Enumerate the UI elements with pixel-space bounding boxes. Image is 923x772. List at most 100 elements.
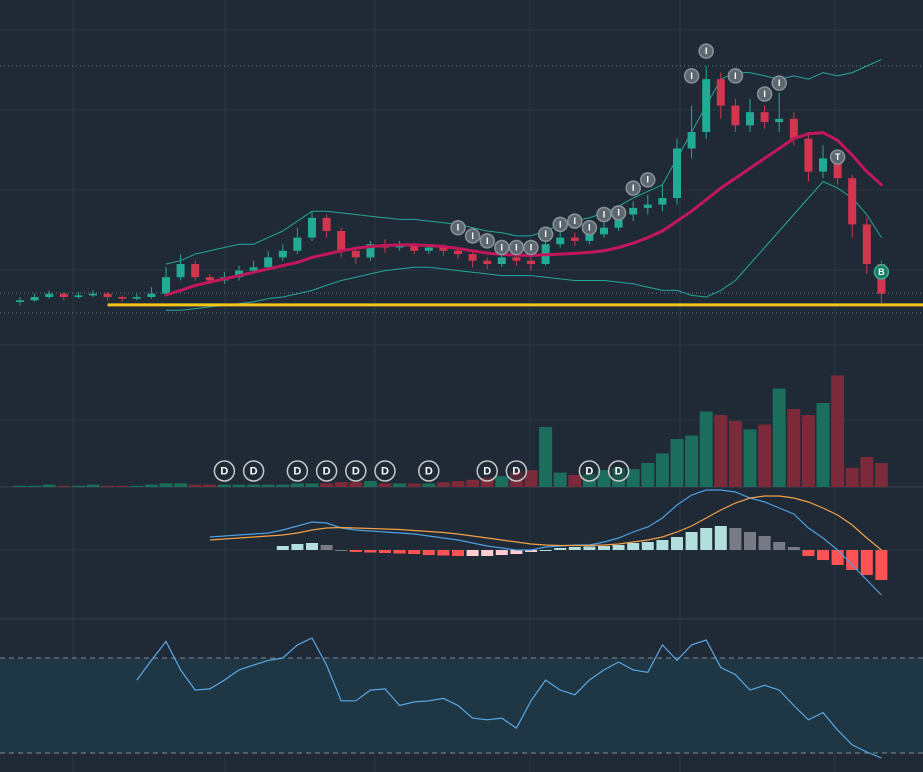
candle-body — [103, 293, 112, 297]
volume-bar — [597, 470, 611, 487]
marker-label: D — [381, 465, 389, 477]
volume-bar — [816, 403, 830, 487]
candle-body — [395, 245, 404, 248]
marker-label: D — [512, 465, 520, 477]
marker-badge — [418, 460, 440, 482]
macd-histogram-bar — [773, 542, 786, 550]
marker-label: I — [544, 229, 547, 239]
candle-body — [366, 244, 375, 258]
volume-bar — [305, 483, 319, 487]
marker-label: I — [471, 231, 474, 241]
volume-bar — [334, 482, 348, 487]
macd-histogram-bar — [320, 545, 333, 550]
volume-bar — [159, 483, 173, 487]
volume-bar — [130, 485, 144, 487]
candle-body — [147, 293, 156, 297]
marker-badge — [756, 86, 773, 102]
volume-bar — [728, 421, 742, 487]
marker-label: I — [603, 209, 606, 219]
rsi-band — [0, 658, 923, 753]
macd-histogram-bar — [364, 550, 377, 553]
marker-label: T — [835, 152, 841, 162]
moving-average — [164, 131, 883, 297]
macd-histogram-bar — [656, 540, 669, 550]
marker-label: D — [323, 465, 331, 477]
signal-line — [209, 495, 882, 551]
candle-body — [702, 79, 711, 132]
candle-body — [235, 270, 243, 278]
volume-bar — [217, 484, 231, 487]
candle-body — [45, 293, 54, 297]
marker-badge — [464, 228, 481, 244]
macd-histogram-bar — [875, 550, 888, 580]
volume-bar — [860, 457, 874, 487]
volume-bar — [758, 424, 772, 487]
candle-body — [468, 254, 477, 261]
macd-histogram-bar — [758, 536, 771, 550]
volume-bar — [787, 409, 801, 487]
marker-label: I — [647, 175, 650, 185]
marker-badge — [596, 206, 612, 223]
macd-histogram-bar — [379, 550, 391, 553]
macd-histogram-bar — [627, 543, 640, 550]
candle-body — [833, 158, 842, 179]
marker-label: I — [734, 71, 737, 81]
volume-bar — [320, 483, 334, 487]
marker-badge — [476, 460, 498, 482]
macd-histogram-bar — [860, 550, 873, 575]
macd-histogram-bar — [554, 548, 567, 550]
candle-body — [439, 247, 448, 251]
candle-body — [600, 227, 608, 235]
candle-body — [497, 257, 506, 264]
marker-label: I — [778, 78, 781, 88]
volume-bar — [831, 375, 845, 487]
candle-body — [351, 250, 360, 258]
candle-body — [191, 264, 200, 278]
volume-bar — [393, 483, 407, 487]
candle-body — [410, 245, 419, 251]
macd-histogram-bar — [510, 550, 523, 554]
marker-badge — [242, 460, 265, 482]
marker-label: I — [515, 242, 518, 252]
candle-body — [483, 260, 492, 264]
volume-bar — [539, 427, 553, 487]
candle-body — [293, 237, 302, 251]
volume-bar — [495, 476, 509, 487]
candle-body — [30, 297, 39, 301]
marker-label: I — [705, 46, 708, 56]
rsi-line — [136, 637, 882, 759]
marker-label: I — [763, 89, 766, 99]
candle-body — [527, 260, 535, 264]
candle-body — [59, 293, 68, 297]
marker-label: I — [457, 223, 460, 233]
marker-badge — [523, 239, 539, 256]
marker-label: D — [293, 465, 301, 477]
volume-bar — [28, 485, 42, 487]
macd-histogram-bar — [714, 526, 727, 550]
volume-bar — [451, 481, 465, 487]
volume-bar — [480, 477, 494, 487]
volume-bar — [42, 484, 56, 487]
volume-bar — [626, 469, 640, 487]
marker-badge — [567, 213, 583, 229]
macd-histogram-bar — [276, 546, 289, 550]
volume-bar — [641, 463, 655, 487]
marker-label: I — [617, 208, 620, 218]
candle-body — [424, 247, 433, 251]
candle-body — [278, 250, 287, 258]
macd-histogram-bar — [452, 550, 464, 556]
macd-histogram-bar — [671, 537, 683, 550]
marker-label: D — [615, 465, 623, 477]
marker-badge — [552, 216, 568, 233]
macd-histogram-bar — [831, 550, 844, 565]
volume-bar — [188, 484, 202, 487]
volume-bar — [86, 484, 100, 487]
marker-badge — [537, 226, 554, 243]
macd-histogram-bar — [700, 528, 713, 550]
macd-histogram-bar — [306, 543, 318, 550]
candle-body — [687, 132, 696, 149]
volume-bar — [655, 453, 669, 487]
marker-badge — [505, 460, 528, 482]
candle-body — [89, 293, 97, 296]
